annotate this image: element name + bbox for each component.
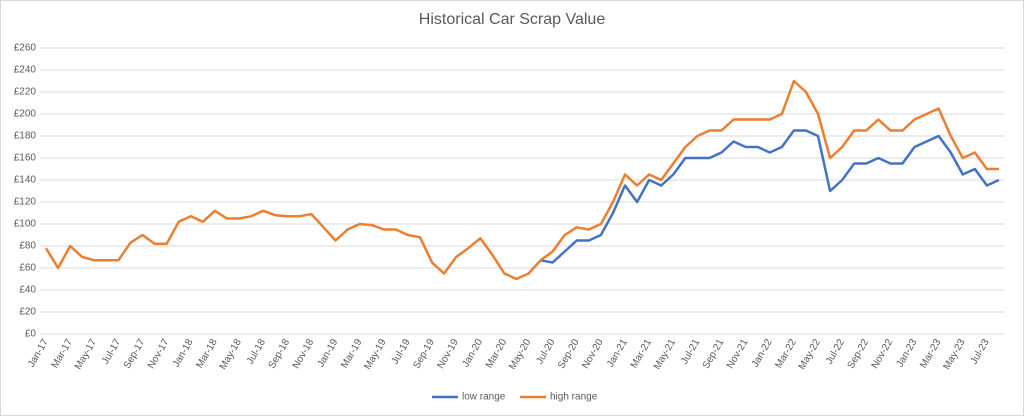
series-line <box>540 129 1000 264</box>
y-tick-label: £260 <box>14 43 37 54</box>
y-tick-label: £240 <box>14 65 37 76</box>
y-tick-label: £140 <box>14 175 37 186</box>
y-tick-label: £180 <box>14 131 37 142</box>
y-tick-label: £100 <box>14 219 37 230</box>
legend-label: high range <box>550 392 598 403</box>
y-tick-label: £20 <box>19 307 36 318</box>
y-tick-label: £200 <box>14 109 37 120</box>
y-tick-label: £0 <box>25 329 37 340</box>
series-line <box>44 79 999 281</box>
y-tick-label: £60 <box>19 263 36 274</box>
y-tick-label: £160 <box>14 153 37 164</box>
y-tick-label: £220 <box>14 87 37 98</box>
y-tick-label: £40 <box>19 285 36 296</box>
y-tick-label: £120 <box>14 197 37 208</box>
legend-label: low range <box>462 392 506 403</box>
chart-title: Historical Car Scrap Value <box>419 11 606 28</box>
y-tick-label: £80 <box>19 241 36 252</box>
